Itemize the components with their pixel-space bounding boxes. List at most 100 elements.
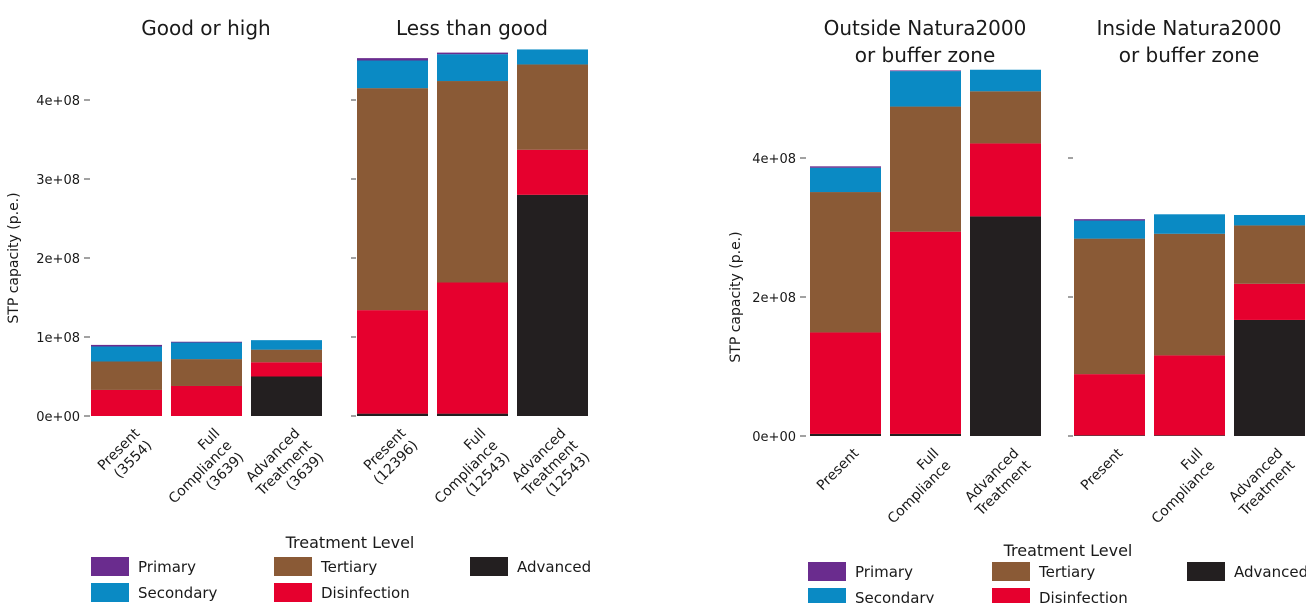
legend-title: Treatment Level	[285, 533, 415, 552]
bar-advanced-advanced	[251, 376, 322, 416]
y-tick-label: 2e+08	[752, 291, 796, 306]
bar-disinfection-advanced	[1234, 283, 1305, 320]
x-category-label: AdvancedTreatment(3639)	[241, 425, 328, 512]
panel-title: Good or high	[141, 16, 270, 40]
bar-tertiary-present	[1074, 238, 1145, 375]
bar-tertiary-full	[437, 81, 508, 283]
legend-label-primary: Primary	[138, 558, 196, 576]
bar-disinfection-advanced	[517, 149, 588, 195]
panel-title: Less than good	[396, 16, 548, 40]
bar-secondary-advanced	[251, 340, 322, 350]
legend-label-advanced: Advanced	[517, 558, 591, 576]
legend-label-secondary: Secondary	[138, 584, 218, 602]
bar-secondary-present	[357, 60, 428, 89]
bar-primary-present	[357, 58, 428, 61]
y-axis-title: STP capacity (p.e.)	[6, 192, 22, 323]
y-tick-label: 4e+08	[752, 152, 796, 167]
bar-primary-present	[810, 166, 881, 168]
y-axis-title: STP capacity (p.e.)	[728, 231, 744, 362]
bar-advanced-advanced	[970, 216, 1041, 436]
bar-secondary-full	[437, 54, 508, 82]
bar-disinfection-present	[1074, 374, 1145, 436]
y-tick-label: 4e+08	[36, 94, 80, 109]
y-tick-label: 0e+00	[752, 430, 796, 445]
legend-swatch-primary	[91, 557, 129, 576]
bar-disinfection-present	[357, 310, 428, 414]
x-category-label: Present(3554)	[95, 425, 156, 486]
bar-tertiary-present	[810, 192, 881, 333]
panel-title: or buffer zone	[1119, 43, 1260, 67]
bar-disinfection-present	[91, 389, 162, 416]
bar-secondary-present	[1074, 220, 1145, 239]
x-category-label: Present(12396)	[359, 425, 422, 488]
bar-disinfection-full	[1154, 355, 1225, 436]
legend-swatch-advanced	[470, 557, 508, 576]
bar-disinfection-advanced	[251, 362, 322, 377]
bar-advanced-full	[437, 413, 508, 416]
y-tick-label: 2e+08	[36, 252, 80, 267]
bar-tertiary-full	[1154, 233, 1225, 356]
bar-tertiary-advanced	[970, 91, 1041, 144]
bar-secondary-present	[810, 167, 881, 193]
bar-primary-full	[890, 70, 961, 72]
x-category-label: FullCompliance	[873, 446, 955, 528]
x-category-label: AdvancedTreatment	[960, 445, 1035, 520]
bar-advanced-full	[1154, 435, 1225, 436]
bar-tertiary-advanced	[517, 64, 588, 150]
bar-disinfection-advanced	[970, 143, 1041, 217]
legend-swatch-secondary	[91, 583, 129, 602]
bar-secondary-full	[1154, 214, 1225, 234]
bar-secondary-full	[171, 342, 242, 360]
legend-label-tertiary: Tertiary	[320, 558, 377, 576]
bar-primary-full	[171, 341, 242, 343]
bar-secondary-advanced	[970, 69, 1041, 92]
legend-label-advanced: Advanced	[1234, 563, 1306, 581]
x-category-label: FullCompliance(12543)	[420, 426, 514, 520]
bar-advanced-advanced	[1234, 319, 1305, 436]
legend-swatch-advanced	[1187, 562, 1225, 581]
y-tick-label: 3e+08	[36, 173, 80, 188]
y-tick-label: 0e+00	[36, 410, 80, 425]
x-category-label: Present	[1078, 445, 1127, 494]
legend-swatch-tertiary	[274, 557, 312, 576]
x-category-label: AdvancedTreatment	[1224, 445, 1299, 520]
legend-label-disinfection: Disinfection	[1039, 589, 1128, 603]
bar-tertiary-full	[171, 359, 242, 386]
x-category-label: AdvancedTreatment(12543)	[507, 425, 594, 512]
x-category-label: FullCompliance	[1137, 446, 1219, 528]
bar-secondary-advanced	[1234, 214, 1305, 226]
bar-secondary-advanced	[517, 49, 588, 65]
bar-disinfection-full	[890, 231, 961, 434]
y-tick-label: 1e+08	[36, 331, 80, 346]
bar-disinfection-present	[810, 332, 881, 434]
bar-disinfection-full	[437, 282, 508, 414]
panel-title: Inside Natura2000	[1096, 16, 1281, 40]
bar-tertiary-full	[890, 106, 961, 232]
bar-tertiary-present	[357, 88, 428, 311]
legend-swatch-primary	[808, 562, 846, 581]
legend-swatch-secondary	[808, 588, 846, 607]
bar-advanced-present	[1074, 435, 1145, 436]
bar-primary-present	[1074, 219, 1145, 221]
legend-swatch-disinfection	[992, 588, 1030, 607]
bar-advanced-present	[810, 433, 881, 436]
bar-primary-full	[437, 52, 508, 55]
legend-label-secondary: Secondary	[855, 589, 935, 603]
bar-advanced-full	[890, 433, 961, 436]
bar-secondary-full	[890, 71, 961, 107]
legend-swatch-tertiary	[992, 562, 1030, 581]
bar-secondary-present	[91, 346, 162, 362]
bar-tertiary-advanced	[251, 349, 322, 363]
legend-label-disinfection: Disinfection	[321, 584, 410, 602]
bar-disinfection-full	[171, 385, 242, 416]
legend-label-primary: Primary	[855, 563, 913, 581]
bar-primary-present	[91, 344, 162, 347]
bar-advanced-advanced	[517, 194, 588, 416]
panel-title: Outside Natura2000	[824, 16, 1027, 40]
legend-swatch-disinfection	[274, 583, 312, 602]
legend-label-tertiary: Tertiary	[1038, 563, 1095, 581]
x-category-label: FullCompliance(3639)	[154, 426, 248, 520]
x-category-label: Present	[814, 445, 863, 494]
